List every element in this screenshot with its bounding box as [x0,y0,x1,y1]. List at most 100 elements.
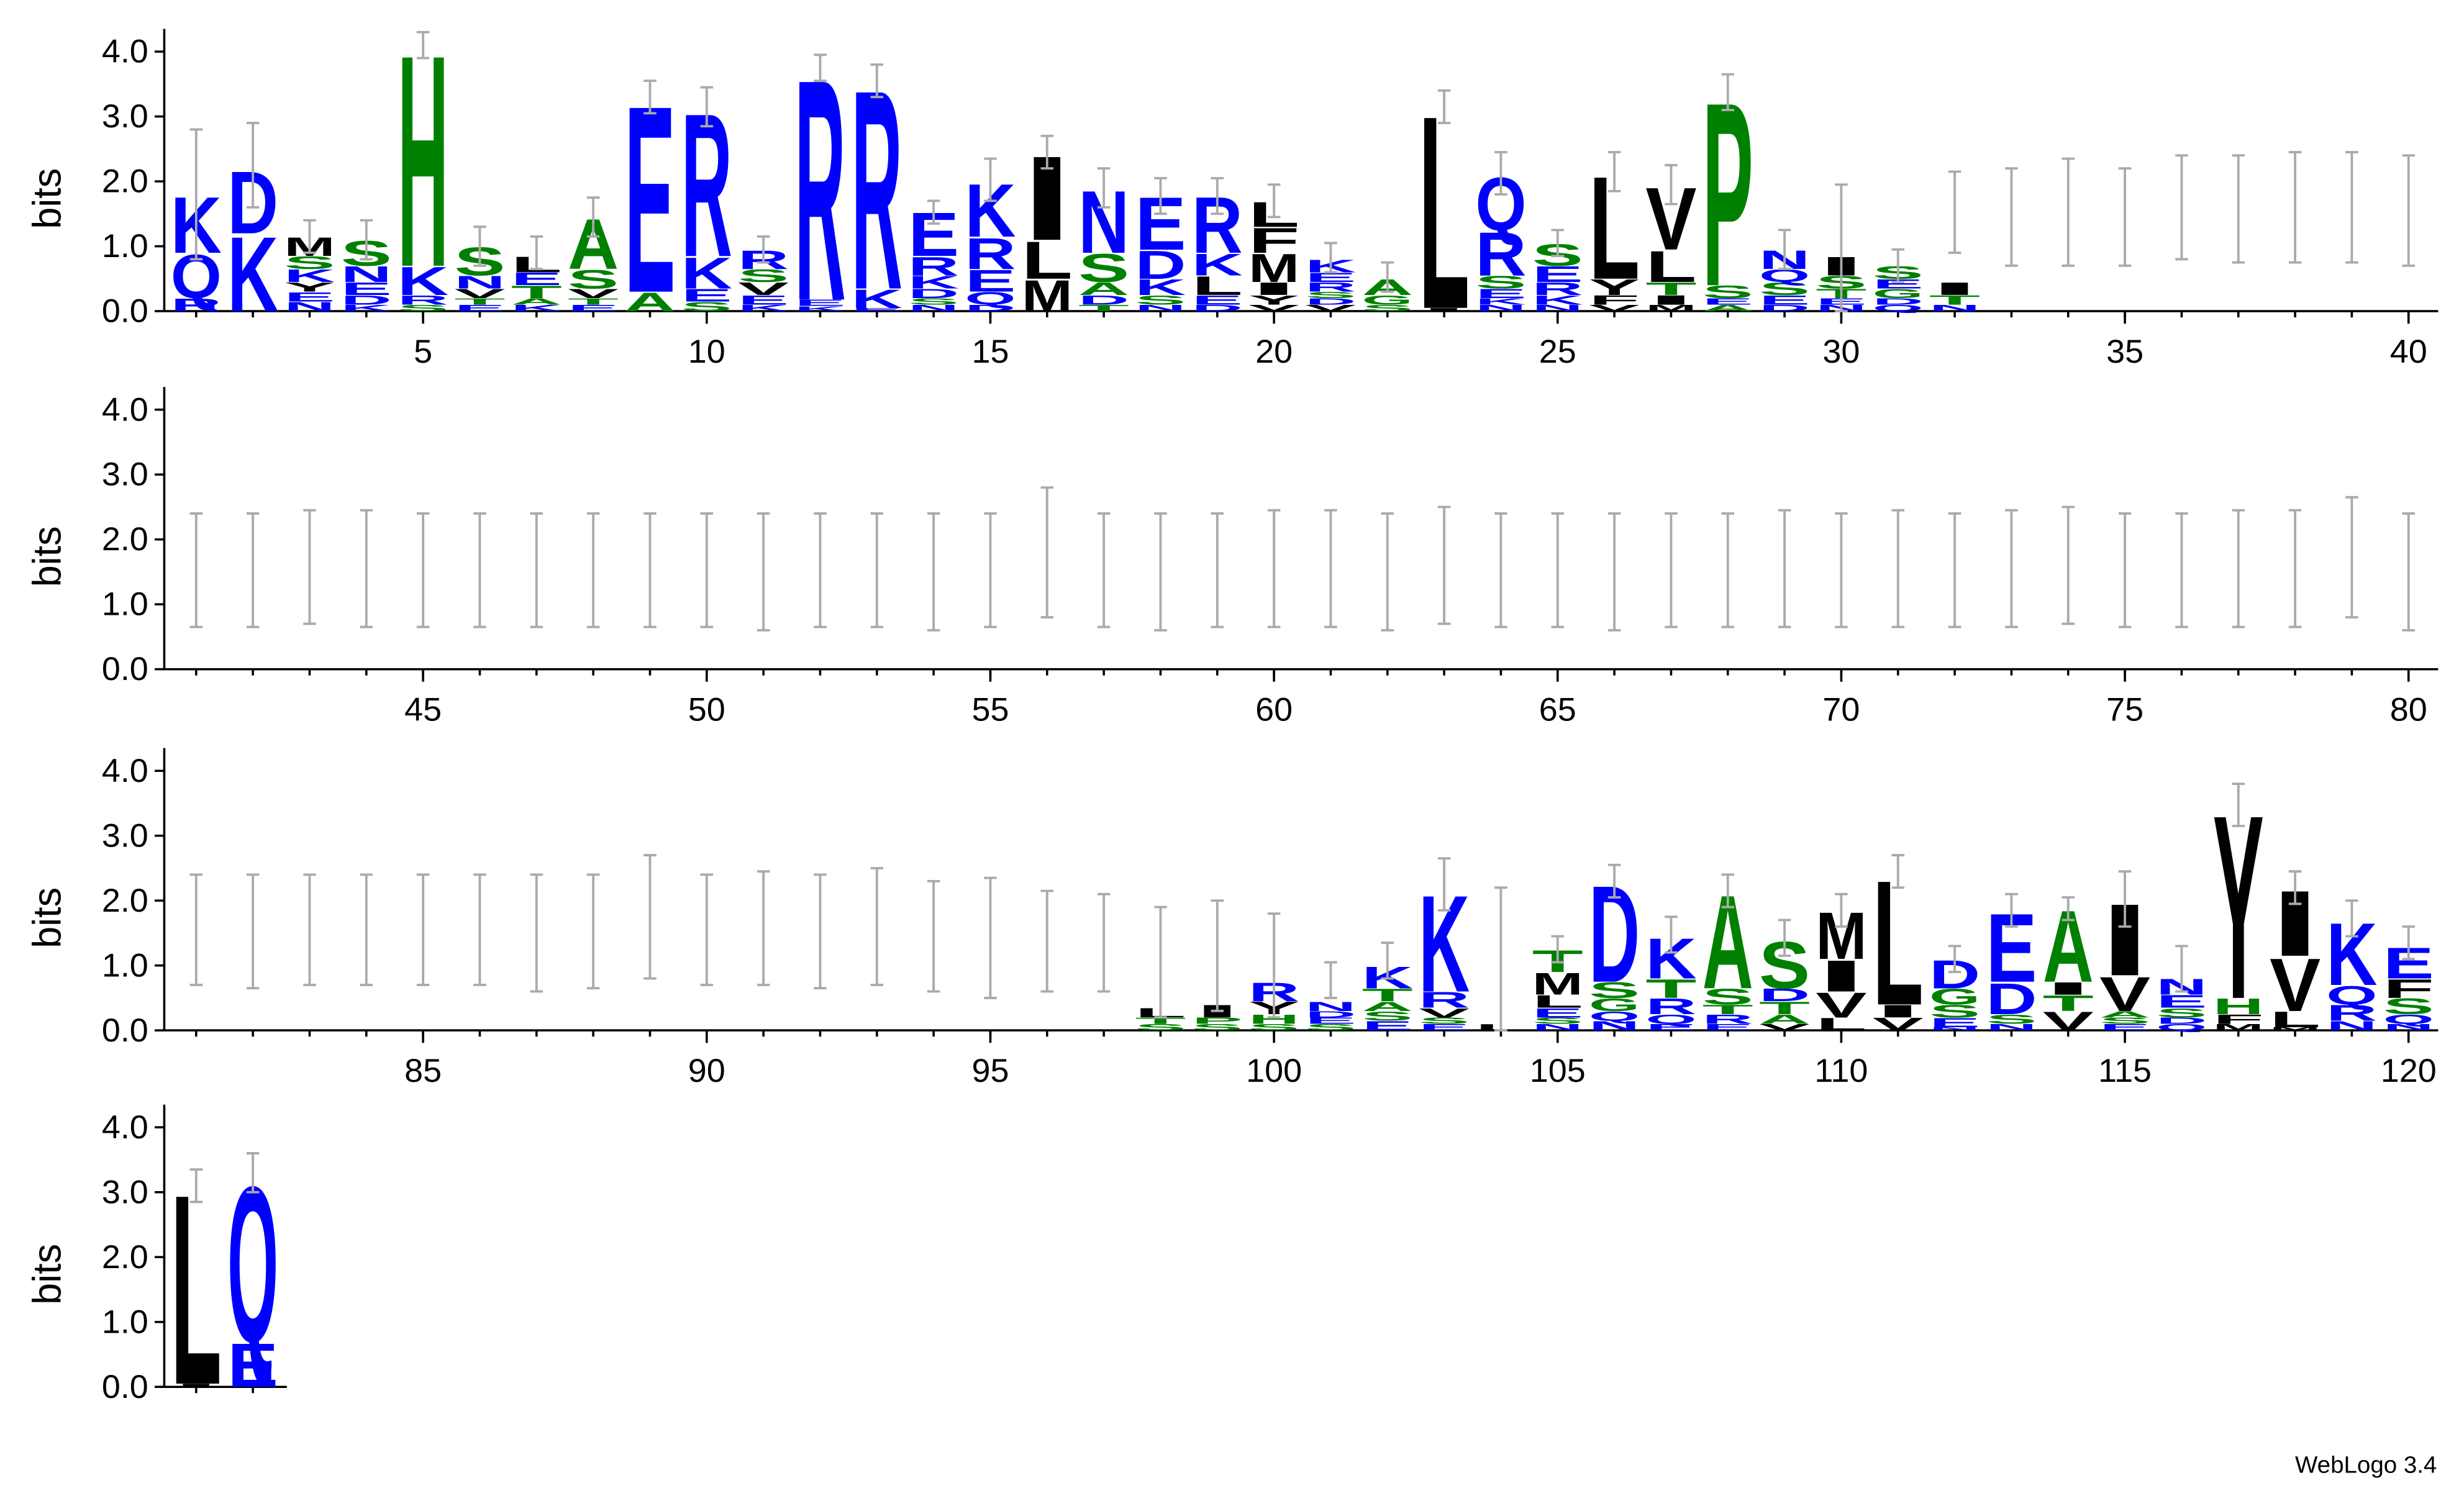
residue-letter: E [1362,1018,1413,1033]
residue-letter: G [1873,286,1924,301]
residue-letter: D [1305,297,1356,307]
residue-letter: V [1873,1015,1925,1035]
x-tick-label: 70 [1822,692,1860,728]
x-tick-label: 30 [1822,334,1860,370]
residue-letter: I [1929,279,1980,299]
residue-letter: S [1475,273,1526,293]
residue-letter: N [1589,1018,1640,1033]
residue-letter: I [2043,979,2094,999]
residue-letter: E [284,289,335,305]
residue-letter: R [1419,987,1470,1013]
residue-letter: S [2156,1005,2207,1020]
residue-letter: K [511,304,565,314]
residue-letter: T [454,297,506,307]
residue-letter: L [1816,1015,1866,1035]
residue-letter: L [2270,1007,2321,1032]
residue-letter: T [2043,991,2094,1016]
residue-letter: S [1703,283,1753,302]
residue-letter: N [1929,304,1980,314]
y-tick-label: 3.0 [102,456,148,492]
residue-letter: A [511,297,565,307]
x-tick-label: 90 [688,1053,725,1089]
residue-letter: P [1192,1017,1245,1027]
residue-letter: A [1703,304,1756,314]
y-tick-label: 1.0 [102,948,148,984]
residue-letter: R [1645,994,1696,1019]
residue-letter: Q [1589,1009,1640,1024]
residue-letter: K [852,284,902,314]
residue-letter: L [1022,231,1073,291]
y-tick-label: 1.0 [102,586,148,622]
residue-letter: R [1532,279,1584,299]
y-tick-label: 2.0 [102,522,148,558]
residue-letter: T [1078,304,1130,314]
residue-letter: D [2156,1017,2207,1027]
residue-letter: A [1759,1012,1811,1027]
x-tick-label: 5 [414,334,432,370]
x-tick-label: 60 [1255,692,1293,728]
residue-letter: Y [1248,292,1301,308]
residue-letter: D [908,286,959,301]
residue-letter: K [227,215,278,334]
x-tick-label: 40 [2390,334,2427,370]
residue-letter: T [1929,292,1983,308]
residue-letter: F [2383,974,2434,1004]
residue-letter: K [341,304,394,314]
residue-letter: T [1135,1017,1187,1027]
y-tick-label: 0.0 [102,1369,148,1405]
y-tick-label: 0.0 [102,293,148,329]
residue-letter: I [1873,1002,1924,1022]
residue-letter: I [1816,951,1866,1001]
residue-letter: E [738,292,789,308]
residue-letter: E [1929,1015,1980,1030]
residue-letter: G [1929,984,1980,1010]
residue-letter: E [341,279,392,299]
residue-letter: S [1703,984,1753,1010]
residue-letter: S [738,266,789,286]
x-tick-label: 110 [1814,1053,1868,1089]
residue-letter: E [227,1331,278,1400]
residue-letter: M [1645,304,1696,314]
residue-letter: K [1532,292,1584,308]
x-tick-label: 15 [971,334,1009,370]
residue-letter: V [2099,967,2150,1022]
residue-letter: S [398,304,450,314]
residue-letter: Q [2156,1023,2207,1033]
residue-letter: E [1759,292,1810,308]
residue-letter: M [2270,1026,2321,1032]
residue-letter: V [1759,1023,1812,1033]
residue-letter: E [1703,1023,1755,1033]
y-tick-label: 0.0 [102,1012,148,1048]
residue-letter: N [1986,1023,2037,1033]
residue-letter: E [1532,261,1583,287]
residue-letter: N [908,304,959,314]
residue-letter: M [1022,271,1073,321]
x-tick-label: 65 [1539,692,1576,728]
residue-letter: E [965,263,1016,298]
y-tick-label: 3.0 [102,1174,148,1210]
residue-letter: D [341,292,392,308]
residue-letter: E [1532,1005,1583,1020]
residue-letter: S [1305,291,1358,301]
residue-letter: V [568,286,621,301]
y-tick-label: 4.0 [102,1109,148,1145]
residue-letter: D [1986,974,2037,1024]
residue-letter: H [2213,994,2264,1019]
residue-letter: T [1703,1002,1757,1017]
residue-letter: Y [284,279,337,295]
residue-letter: F [2213,1012,2264,1027]
residue-letter: K [284,266,335,286]
residue-letter: R [908,252,959,282]
residue-letter: L [1192,271,1243,301]
residue-letter: S [284,253,335,273]
y-axis-label: bits [25,168,70,229]
residue-letter: S [1305,1023,1358,1033]
y-tick-label: 3.0 [102,99,148,135]
residue-letter: S [2383,994,2434,1019]
y-tick-label: 0.0 [102,651,148,687]
residue-letter: S [1078,246,1129,291]
residue-letter: N [1929,1026,1980,1032]
residue-letter: E [681,286,732,306]
residue-letter: R [1305,279,1357,295]
